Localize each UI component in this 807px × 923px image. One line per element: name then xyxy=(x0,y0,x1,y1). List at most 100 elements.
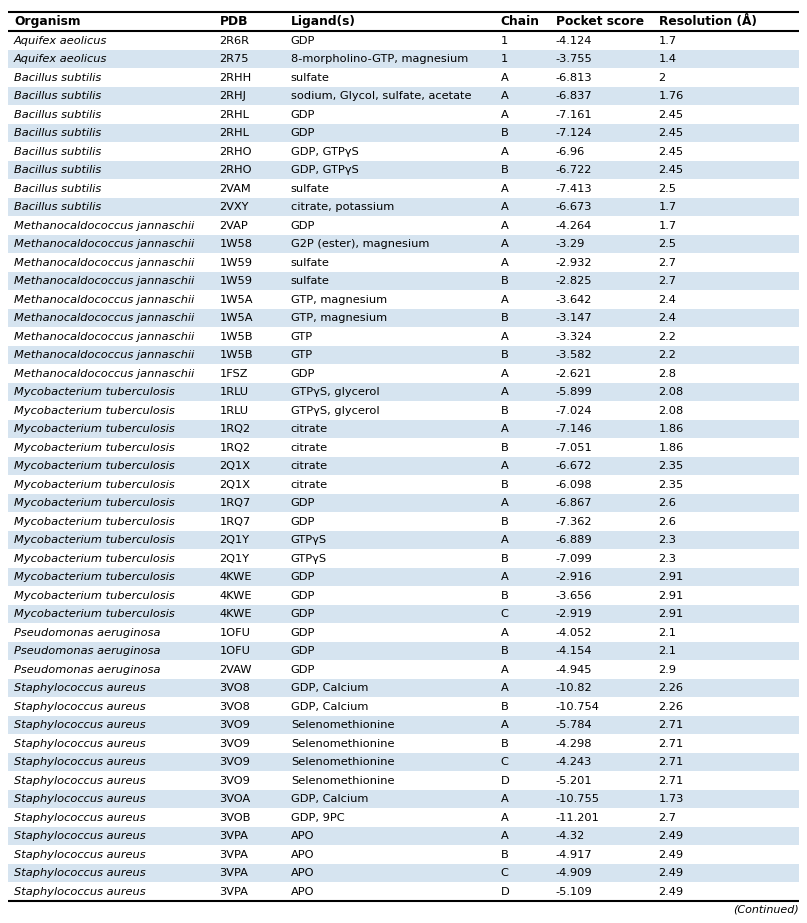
Text: 2RHO: 2RHO xyxy=(220,147,252,157)
Text: 1W58: 1W58 xyxy=(220,239,253,249)
Bar xyxy=(8,161,799,179)
Text: A: A xyxy=(500,425,508,434)
Text: GTPγS: GTPγS xyxy=(291,535,327,545)
Text: A: A xyxy=(500,73,508,83)
Text: 1RQ7: 1RQ7 xyxy=(220,517,251,527)
Bar xyxy=(8,402,799,420)
Text: -10.82: -10.82 xyxy=(556,683,592,693)
Text: GDP: GDP xyxy=(291,591,316,601)
Text: 2VAW: 2VAW xyxy=(220,665,252,675)
Text: 2.4: 2.4 xyxy=(659,313,676,323)
Text: -7.161: -7.161 xyxy=(556,110,592,120)
Text: -3.656: -3.656 xyxy=(556,591,592,601)
Text: -7.146: -7.146 xyxy=(556,425,592,434)
Text: 2Q1X: 2Q1X xyxy=(220,480,251,490)
Text: GDP, GTPγS: GDP, GTPγS xyxy=(291,165,358,175)
Text: 2.71: 2.71 xyxy=(659,720,684,730)
Text: Methanocaldococcus jannaschii: Methanocaldococcus jannaschii xyxy=(14,331,194,342)
Text: -4.298: -4.298 xyxy=(556,738,592,749)
Text: GTP, magnesium: GTP, magnesium xyxy=(291,294,387,305)
Text: Bacillus subtilis: Bacillus subtilis xyxy=(14,91,101,102)
Text: 3VO8: 3VO8 xyxy=(220,683,250,693)
Text: 1.76: 1.76 xyxy=(659,91,684,102)
Bar xyxy=(8,309,799,328)
Text: Bacillus subtilis: Bacillus subtilis xyxy=(14,128,101,138)
Text: B: B xyxy=(500,591,508,601)
Text: 4KWE: 4KWE xyxy=(220,609,252,619)
Text: Organism: Organism xyxy=(14,16,81,29)
Text: 2.2: 2.2 xyxy=(659,331,676,342)
Text: Pseudomonas aeruginosa: Pseudomonas aeruginosa xyxy=(14,665,161,675)
Text: 2.49: 2.49 xyxy=(659,850,684,859)
Text: 2VXY: 2VXY xyxy=(220,202,249,212)
Bar xyxy=(8,661,799,679)
Text: Staphylococcus aureus: Staphylococcus aureus xyxy=(14,738,145,749)
Text: 2.3: 2.3 xyxy=(659,554,676,564)
Text: 1OFU: 1OFU xyxy=(220,628,251,638)
Text: 2VAP: 2VAP xyxy=(220,221,249,231)
Text: GDP: GDP xyxy=(291,609,316,619)
Text: A: A xyxy=(500,202,508,212)
Text: 1W5A: 1W5A xyxy=(220,313,253,323)
Text: 2.26: 2.26 xyxy=(659,683,684,693)
Text: A: A xyxy=(500,683,508,693)
Text: Methanocaldococcus jannaschii: Methanocaldococcus jannaschii xyxy=(14,258,194,268)
Text: 1.73: 1.73 xyxy=(659,795,684,804)
Text: 3VPA: 3VPA xyxy=(220,869,249,879)
Text: -6.837: -6.837 xyxy=(556,91,592,102)
Text: 3VO9: 3VO9 xyxy=(220,720,250,730)
Bar xyxy=(8,420,799,438)
Text: A: A xyxy=(500,462,508,472)
Text: A: A xyxy=(500,294,508,305)
Text: A: A xyxy=(500,628,508,638)
Bar xyxy=(8,864,799,882)
Bar xyxy=(8,642,799,661)
Text: 2RHO: 2RHO xyxy=(220,165,252,175)
Text: citrate: citrate xyxy=(291,443,328,453)
Text: 1FSZ: 1FSZ xyxy=(220,369,248,378)
Text: -10.754: -10.754 xyxy=(556,701,600,712)
Text: -6.098: -6.098 xyxy=(556,480,592,490)
Text: -7.099: -7.099 xyxy=(556,554,592,564)
Text: sulfate: sulfate xyxy=(291,276,330,286)
Text: 2.49: 2.49 xyxy=(659,869,684,879)
Text: A: A xyxy=(500,832,508,841)
Text: GDP: GDP xyxy=(291,665,316,675)
Text: 3VPA: 3VPA xyxy=(220,887,249,897)
Text: Methanocaldococcus jannaschii: Methanocaldococcus jannaschii xyxy=(14,350,194,360)
Text: 1W5B: 1W5B xyxy=(220,350,253,360)
Bar xyxy=(8,772,799,790)
Bar xyxy=(8,698,799,716)
Text: A: A xyxy=(500,184,508,194)
Text: Staphylococcus aureus: Staphylococcus aureus xyxy=(14,720,145,730)
Text: 1OFU: 1OFU xyxy=(220,646,251,656)
Text: 2Q1Y: 2Q1Y xyxy=(220,535,249,545)
Text: Pocket score: Pocket score xyxy=(556,16,644,29)
Text: -6.722: -6.722 xyxy=(556,165,592,175)
Text: Staphylococcus aureus: Staphylococcus aureus xyxy=(14,795,145,804)
Text: Staphylococcus aureus: Staphylococcus aureus xyxy=(14,683,145,693)
Text: 2.45: 2.45 xyxy=(659,128,684,138)
Text: Mycobacterium tuberculosis: Mycobacterium tuberculosis xyxy=(14,517,174,527)
Bar xyxy=(8,549,799,568)
Text: 2RHL: 2RHL xyxy=(220,128,249,138)
Text: -7.413: -7.413 xyxy=(556,184,592,194)
Text: 3VO9: 3VO9 xyxy=(220,775,250,785)
Text: Mycobacterium tuberculosis: Mycobacterium tuberculosis xyxy=(14,535,174,545)
Text: Mycobacterium tuberculosis: Mycobacterium tuberculosis xyxy=(14,425,174,434)
Text: 2.91: 2.91 xyxy=(659,609,684,619)
Text: (Continued): (Continued) xyxy=(734,905,799,915)
Text: B: B xyxy=(500,350,508,360)
Text: Bacillus subtilis: Bacillus subtilis xyxy=(14,110,101,120)
Text: B: B xyxy=(500,646,508,656)
Text: -4.154: -4.154 xyxy=(556,646,592,656)
Text: sodium, Glycol, sulfate, acetate: sodium, Glycol, sulfate, acetate xyxy=(291,91,471,102)
Bar xyxy=(8,235,799,254)
Text: 2.71: 2.71 xyxy=(659,775,684,785)
Bar xyxy=(8,105,799,124)
Text: B: B xyxy=(500,128,508,138)
Text: GTP: GTP xyxy=(291,331,313,342)
Bar xyxy=(8,272,799,291)
Text: Pseudomonas aeruginosa: Pseudomonas aeruginosa xyxy=(14,646,161,656)
Bar xyxy=(8,328,799,346)
